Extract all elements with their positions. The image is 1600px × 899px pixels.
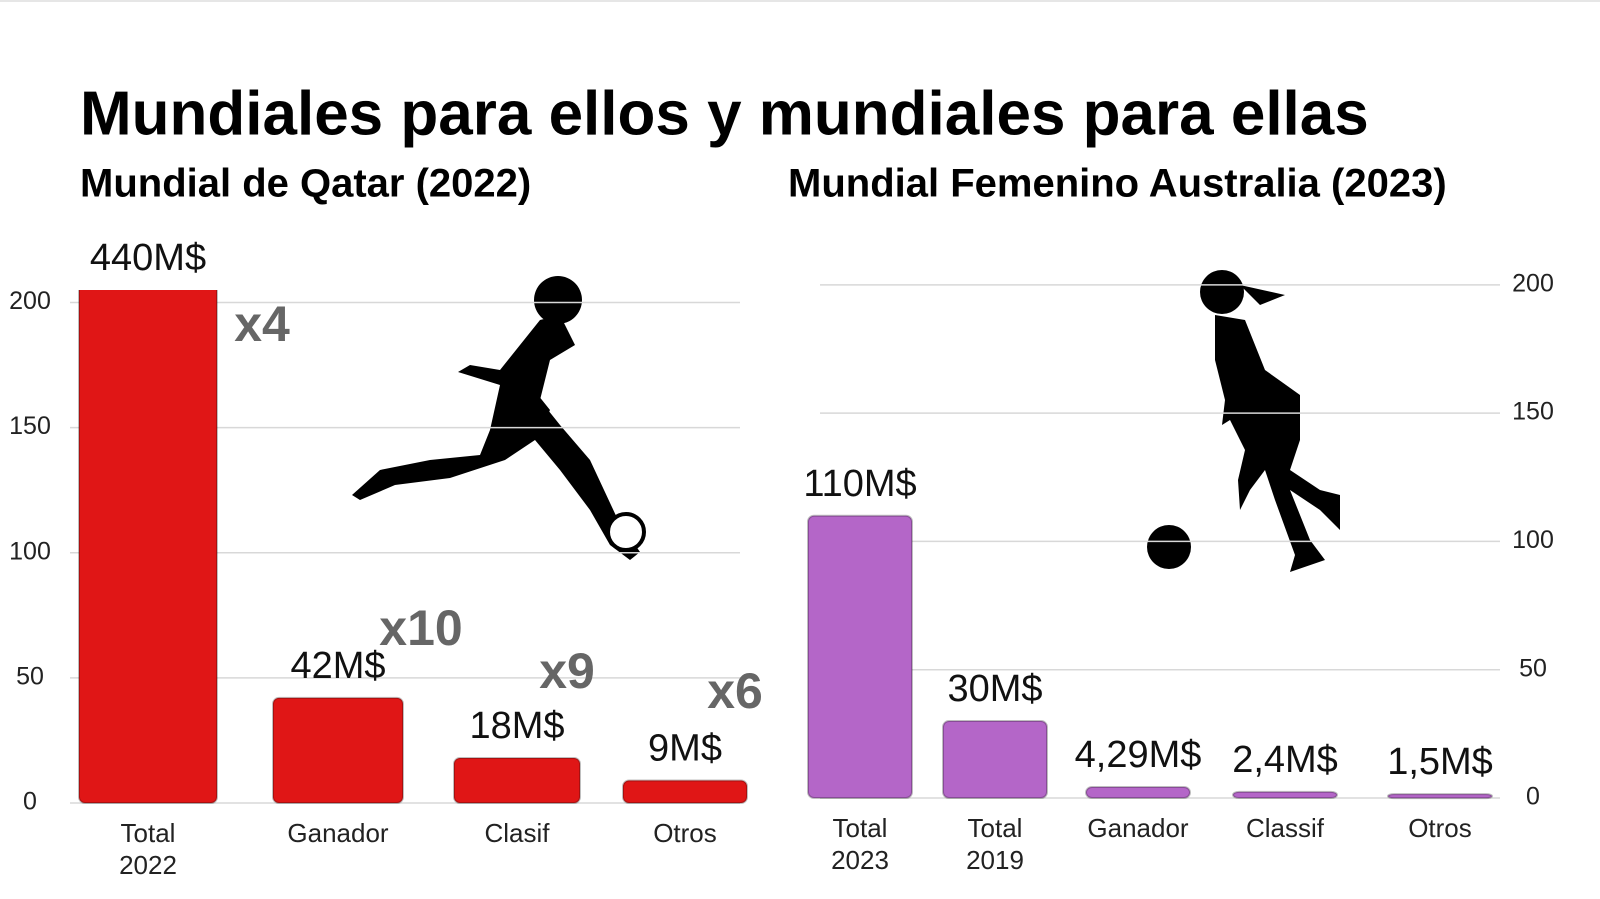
y-tick-label: 0 <box>1526 783 1540 811</box>
bar <box>78 290 218 804</box>
annotation: x6 <box>707 663 763 719</box>
bar <box>942 720 1048 800</box>
value-label: 110M$ <box>803 463 916 505</box>
bar <box>1387 793 1493 800</box>
annotation: x9 <box>539 643 595 699</box>
y-tick-label: 150 <box>9 412 51 440</box>
value-label: 1,5M$ <box>1387 741 1493 783</box>
y-tick-label: 50 <box>1519 654 1547 682</box>
y-tick-label: 100 <box>1512 526 1554 554</box>
value-label: 42M$ <box>290 645 385 687</box>
y-tick-label: 200 <box>9 287 51 315</box>
x-tick-label: Ganador <box>1087 813 1189 843</box>
chart-title: Mundial Femenino Australia (2023) <box>788 162 1447 206</box>
y-tick-label: 150 <box>1512 398 1554 426</box>
x-tick-label: Clasif <box>484 818 550 848</box>
x-tick-label: Otros <box>1408 813 1472 843</box>
annotation: x4 <box>234 296 290 352</box>
y-tick-label: 200 <box>1512 269 1554 297</box>
x-tick-label: Otros <box>653 818 717 848</box>
y-tick-label: 0 <box>23 788 37 816</box>
bar <box>272 696 404 805</box>
value-label: 18M$ <box>469 705 564 747</box>
bar <box>453 756 581 805</box>
main-title: Mundiales para ellos y mundiales para el… <box>80 79 1369 148</box>
y-tick-label: 50 <box>16 662 44 690</box>
bars <box>807 514 1493 800</box>
y-tick-label: 100 <box>9 537 51 565</box>
bars <box>78 290 748 805</box>
value-label: 9M$ <box>648 728 722 770</box>
player-silhouette <box>1200 270 1340 572</box>
value-label: 440M$ <box>90 237 206 279</box>
bar <box>1085 785 1191 800</box>
x-tick-label: Ganador <box>287 818 389 848</box>
ball-icon <box>1147 525 1191 569</box>
x-tick-label: Total 2022 <box>119 818 177 880</box>
x-tick-label: Total 2019 <box>966 813 1024 875</box>
chart-title: Mundial de Qatar (2022) <box>80 162 531 206</box>
x-tick-label: Total 2023 <box>831 813 889 875</box>
annotation: x10 <box>379 600 462 656</box>
bar <box>1232 790 1338 800</box>
bar <box>622 779 748 804</box>
bar <box>807 514 913 799</box>
value-label: 30M$ <box>947 668 1042 710</box>
value-label: 4,29M$ <box>1075 734 1202 776</box>
value-label: 2,4M$ <box>1232 739 1338 781</box>
x-tick-label: Classif <box>1246 813 1325 843</box>
ball-icon <box>606 512 646 552</box>
player-silhouette <box>352 276 640 560</box>
